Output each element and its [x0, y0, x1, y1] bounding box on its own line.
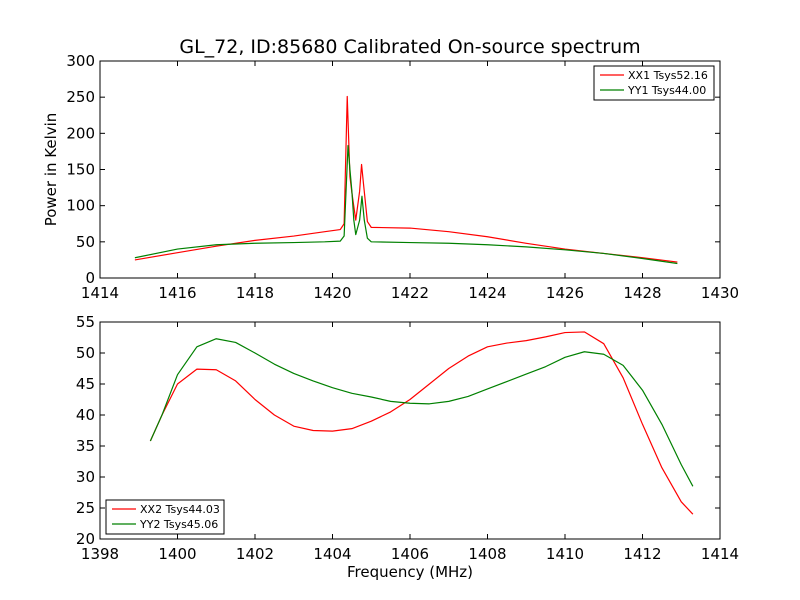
- x-tick-label: 1418: [236, 284, 274, 302]
- y-tick-label: 30: [76, 468, 95, 486]
- series-line-2-1: [149, 331, 694, 515]
- legend-label: XX2 Tsys44.03: [140, 503, 220, 516]
- y-tick-label: 35: [76, 437, 95, 455]
- legend-label: YY2 Tsys45.06: [139, 518, 218, 531]
- x-tick-label: 1408: [468, 545, 506, 563]
- y-tick-label: 45: [76, 375, 95, 393]
- y-tick-label: 150: [66, 161, 95, 179]
- x-tick-label: 1416: [158, 284, 196, 302]
- x-tick-label: 1414: [701, 545, 739, 563]
- legend-label: XX1 Tsys52.16: [628, 69, 708, 82]
- y-tick-label: 200: [66, 124, 95, 142]
- legend: XX1 Tsys52.16 YY1 Tsys44.00: [593, 65, 715, 101]
- y-tick-label: 250: [66, 88, 95, 106]
- y-tick-label: 25: [76, 499, 95, 517]
- y-tick-label: 0: [85, 269, 95, 287]
- x-tick-label: 1398: [81, 545, 119, 563]
- y-tick-label: 300: [66, 52, 95, 70]
- x-tick-label: 1420: [313, 284, 351, 302]
- x-tick-label: 1424: [468, 284, 506, 302]
- figure-title: GL_72, ID:85680 Calibrated On-source spe…: [179, 36, 640, 58]
- y-tick-label: 20: [76, 530, 95, 548]
- y-tick-label: 50: [76, 344, 95, 362]
- legend-box: [593, 65, 715, 101]
- x-tick-label: 1400: [158, 545, 196, 563]
- legend-label: YY1 Tsys44.00: [627, 84, 706, 97]
- y-tick-label: 50: [76, 233, 95, 251]
- y-tick-label: 40: [76, 406, 95, 424]
- x-tick-label: 1406: [391, 545, 429, 563]
- x-tick-label: 1428: [623, 284, 661, 302]
- x-axis-label: Frequency (MHz): [347, 563, 473, 581]
- y-axis-label: Power in Kelvin: [42, 113, 60, 227]
- y-tick-label: 100: [66, 197, 95, 215]
- legend: XX2 Tsys44.03 YY2 Tsys45.06: [105, 499, 225, 535]
- series-line-1-2: [134, 145, 678, 265]
- x-tick-label: 1402: [236, 545, 274, 563]
- top-spectrum-plot: 1414 1416 1418 1420 1422 1424 1426 1428 1430 0 50 1…: [42, 52, 739, 302]
- y-tick-label: 55: [76, 313, 95, 331]
- series-line-1-1: [134, 95, 678, 263]
- x-tick-label: 1430: [701, 284, 739, 302]
- x-tick-label: 1426: [546, 284, 584, 302]
- x-tick-label: 1422: [391, 284, 429, 302]
- x-tick-label: 1404: [313, 545, 351, 563]
- legend-box: [105, 499, 225, 535]
- x-tick-label: 1410: [546, 545, 584, 563]
- x-tick-label: 1414: [81, 284, 119, 302]
- bottom-spectrum-plot: 1398 1400 1402 1404 1406 1408 1410 1412 1414 20 25…: [76, 313, 739, 581]
- series-line-2-2: [149, 338, 694, 487]
- x-tick-label: 1412: [623, 545, 661, 563]
